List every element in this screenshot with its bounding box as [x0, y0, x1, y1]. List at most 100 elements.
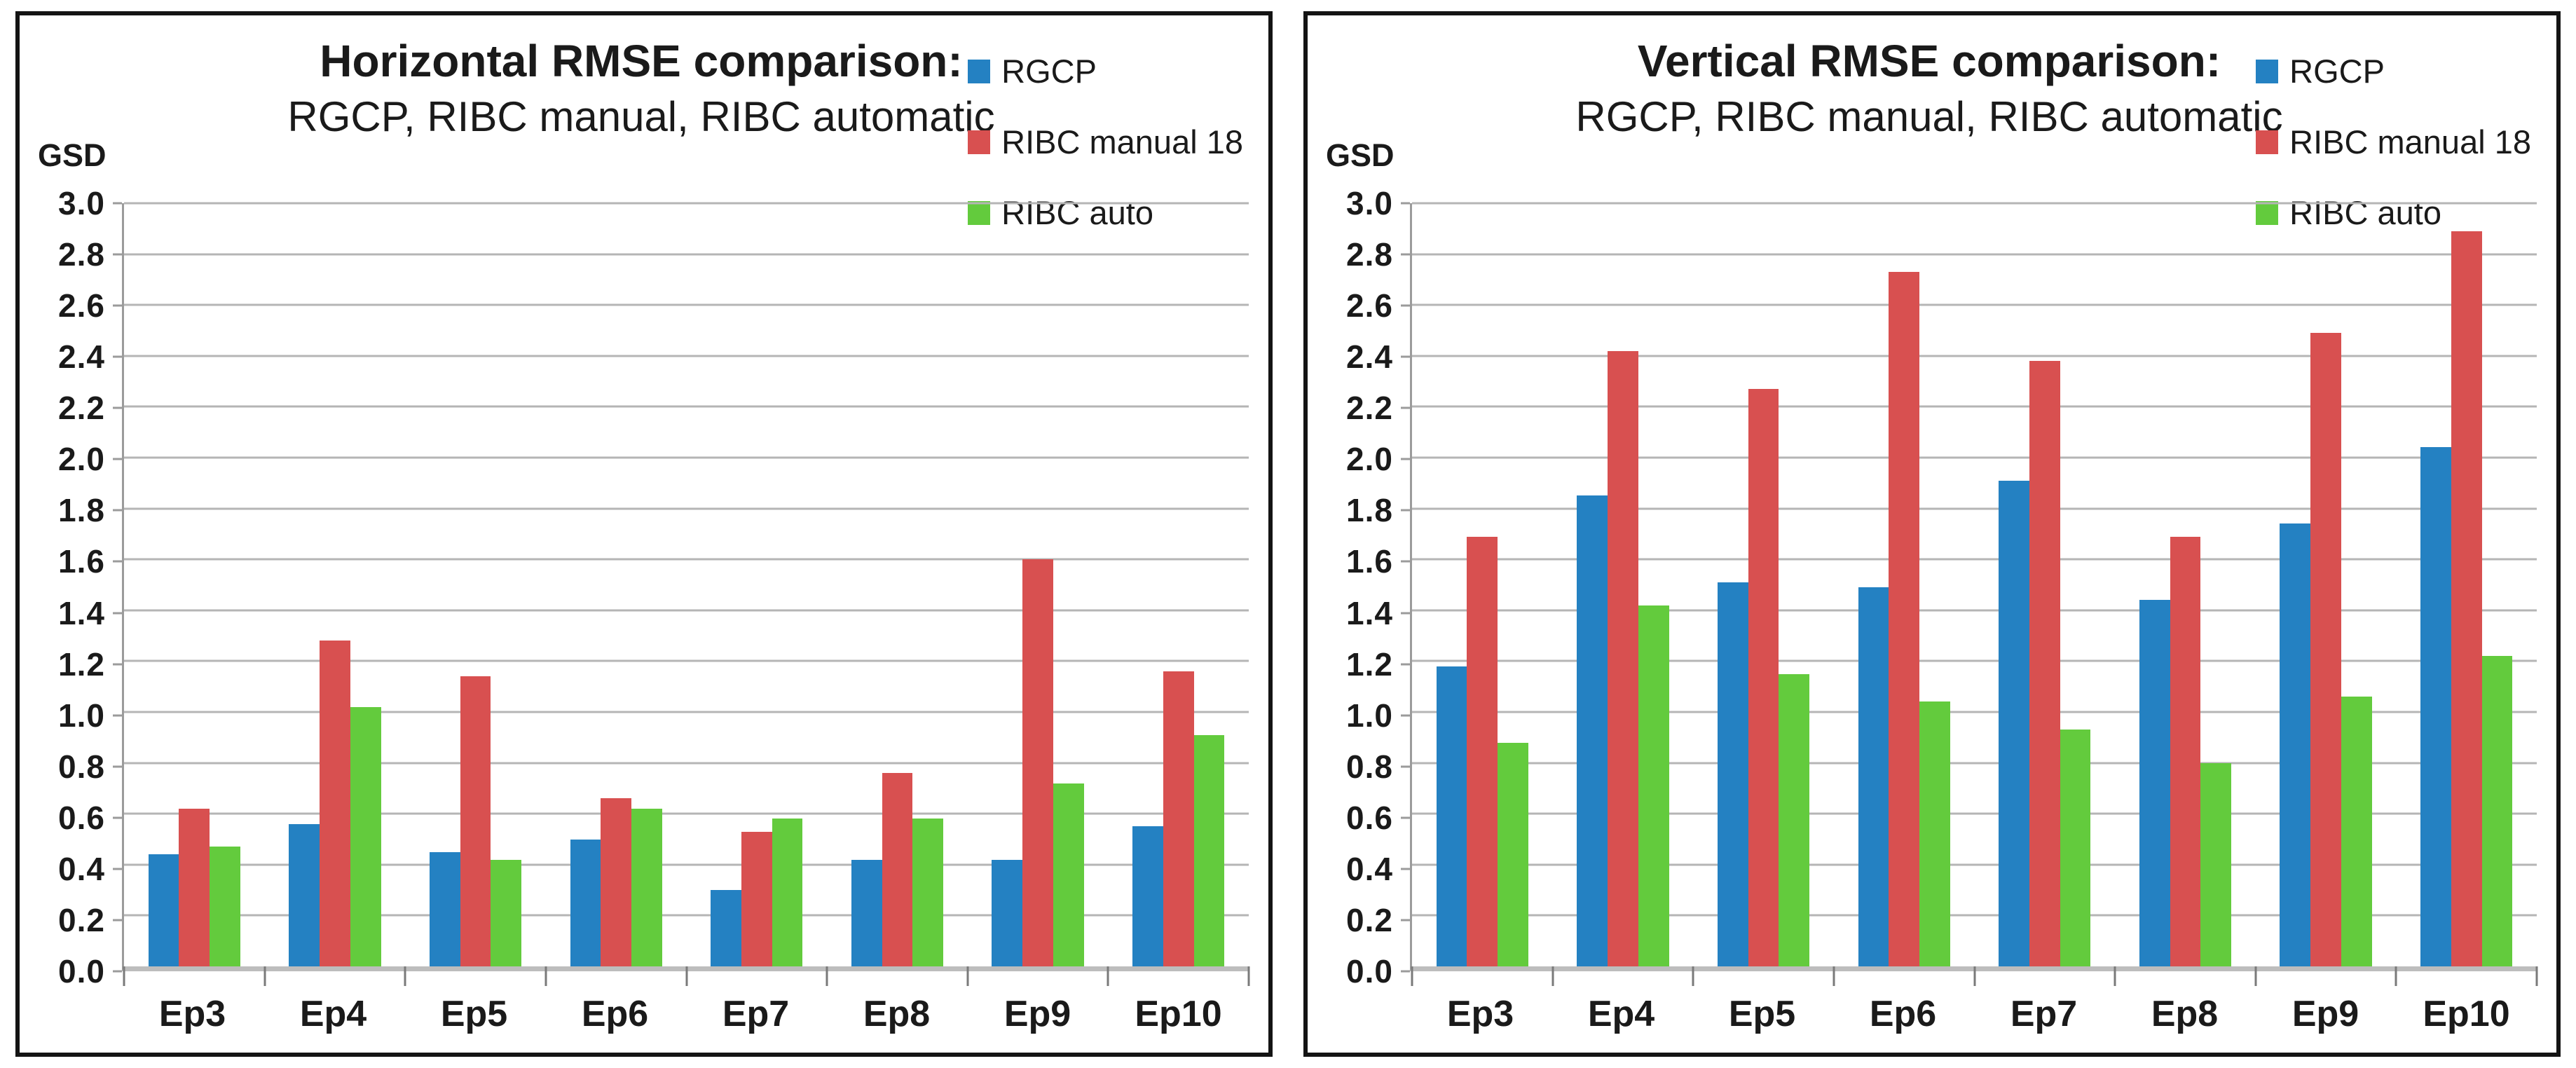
bar-ribc-manual-18-ep8: [2170, 536, 2201, 966]
x-axis-tick: [404, 966, 406, 986]
x-axis-tick: [1551, 966, 1554, 986]
x-category-label: Ep7: [2010, 994, 2078, 1034]
legend-label: RIBC manual 18: [2289, 123, 2531, 160]
y-tick-label: 2.4: [58, 338, 105, 376]
gridline: [124, 762, 1249, 765]
gridline: [1412, 863, 2537, 866]
x-axis-tick: [1692, 966, 1694, 986]
gridline: [124, 405, 1249, 408]
chart-title: Vertical RMSE comparison:: [1637, 36, 2221, 86]
x-axis-labels: Ep3 Ep4 Ep5 Ep6 Ep7 Ep8 Ep9 Ep10: [1410, 971, 2537, 1044]
legend-item: RGCP: [2256, 52, 2531, 90]
bar-group: [1108, 203, 1249, 966]
chart-title: Horizontal RMSE comparison:: [320, 36, 963, 86]
bar-ribc-manual-18-ep6: [1889, 272, 1920, 966]
bar-ribc-auto-ep7: [2060, 730, 2091, 966]
y-tick-label: 2.2: [58, 390, 105, 427]
legend-item: RGCP: [968, 52, 1243, 90]
legend: RGCP RIBC manual 18 RIBC auto: [968, 52, 1243, 264]
x-axis-tick: [966, 966, 969, 986]
bar-ribc-auto-ep5: [491, 859, 522, 966]
x-category-label: Ep10: [2423, 994, 2510, 1034]
x-category-label: Ep5: [440, 994, 508, 1034]
y-axis-tick: [1401, 714, 1410, 717]
gridline: [124, 303, 1249, 306]
bar-ribc-auto-ep9: [1053, 783, 1084, 966]
y-tick-label: 3.0: [1346, 185, 1393, 221]
y-tick-label: 2.2: [1346, 390, 1393, 427]
gridline: [1412, 355, 2537, 357]
plot-column: Ep3 Ep4 Ep5 Ep6 Ep7 Ep8 Ep9 Ep10: [122, 202, 1250, 1044]
gridline: [124, 863, 1249, 866]
legend-label: RIBC auto: [2289, 194, 2441, 231]
y-axis-tick: [1401, 765, 1410, 768]
x-axis-tick: [263, 966, 266, 986]
legend-swatch-ribc-auto: [968, 200, 991, 225]
y-axis-tick: [1401, 612, 1410, 615]
y-axis-tick: [113, 919, 122, 922]
legend-swatch-ribc-auto: [2256, 200, 2279, 225]
x-category-label: Ep8: [863, 994, 931, 1034]
bar-group: [1834, 203, 1975, 966]
y-tick-label: 0.0: [1346, 953, 1393, 990]
bar-rgcp-ep4: [1577, 495, 1608, 966]
legend-item: RIBC auto: [968, 193, 1243, 232]
chart-panel-horizontal-rmse: Horizontal RMSE comparison: RGCP, RIBC m…: [15, 11, 1273, 1057]
gridline: [1412, 507, 2537, 510]
y-tick-label: 2.0: [58, 441, 105, 478]
bar-ribc-auto-ep10: [1193, 734, 1225, 966]
y-axis: 0.0 0.2 0.4 0.6 0.8 1.0 1.2 1.4 1.6 1.8 2.0 2.2 2.4 2…: [1322, 185, 1410, 990]
plot-area: [122, 202, 1250, 986]
y-tick-label: 0.2: [58, 901, 105, 938]
bar-ribc-manual-18-ep8: [882, 773, 913, 966]
bar-ribc-manual-18-ep3: [179, 808, 210, 966]
gridline: [1412, 456, 2537, 459]
y-axis-tick: [1401, 560, 1410, 563]
y-axis-tick: [1401, 919, 1410, 922]
bar-group: [124, 203, 265, 966]
bar-group: [827, 203, 968, 966]
bar-rgcp-ep7: [1999, 480, 2029, 966]
gridline: [1412, 202, 2537, 205]
y-axis-tick: [1401, 816, 1410, 819]
legend-item: RIBC manual 18: [2256, 123, 2531, 161]
gridline: [1412, 812, 2537, 815]
gridline: [124, 202, 1249, 205]
y-axis-tick: [113, 406, 122, 409]
y-axis-tick: [1401, 202, 1410, 205]
x-axis-tick: [544, 966, 547, 986]
bar-group: [2115, 203, 2256, 966]
y-tick-label: 2.6: [1346, 287, 1393, 324]
x-category-label: Ep3: [1446, 994, 1514, 1034]
bar-ribc-auto-ep3: [1498, 742, 1528, 966]
y-axis-tick: [1401, 458, 1410, 460]
legend-label: RGCP: [1001, 53, 1097, 90]
y-axis-tick: [1401, 970, 1410, 973]
bar-rgcp-ep6: [1858, 587, 1889, 966]
bar-group: [2256, 203, 2397, 966]
x-category-label: Ep10: [1135, 994, 1222, 1034]
y-axis-tick: [113, 253, 122, 256]
bar-ribc-auto-ep10: [2481, 656, 2513, 966]
x-category-label: Ep7: [722, 994, 790, 1034]
legend: RGCP RIBC manual 18 RIBC auto: [2256, 52, 2531, 264]
bar-group: [687, 203, 828, 966]
bar-ribc-manual-18-ep5: [460, 676, 491, 966]
bar-ribc-auto-ep7: [772, 819, 803, 966]
x-axis-tick: [1832, 966, 1835, 986]
bar-group: [968, 203, 1109, 966]
bar-rgcp-ep10: [1132, 826, 1163, 966]
y-tick-label: 0.6: [1346, 799, 1393, 836]
legend-swatch-ribc-manual: [968, 130, 991, 154]
legend-swatch-ribc-manual: [2256, 130, 2279, 154]
gridline: [124, 914, 1249, 917]
y-tick-label: 1.8: [58, 492, 105, 529]
bar-rgcp-ep9: [992, 859, 1023, 966]
legend-label: RIBC manual 18: [1001, 123, 1243, 160]
y-tick-label: 0.4: [58, 850, 105, 887]
x-category-label: Ep4: [1587, 994, 1655, 1034]
x-axis-tick: [2113, 966, 2116, 986]
y-tick-label: 0.4: [1346, 850, 1393, 887]
bar-ribc-auto-ep6: [1919, 701, 1950, 966]
gridline: [124, 711, 1249, 713]
